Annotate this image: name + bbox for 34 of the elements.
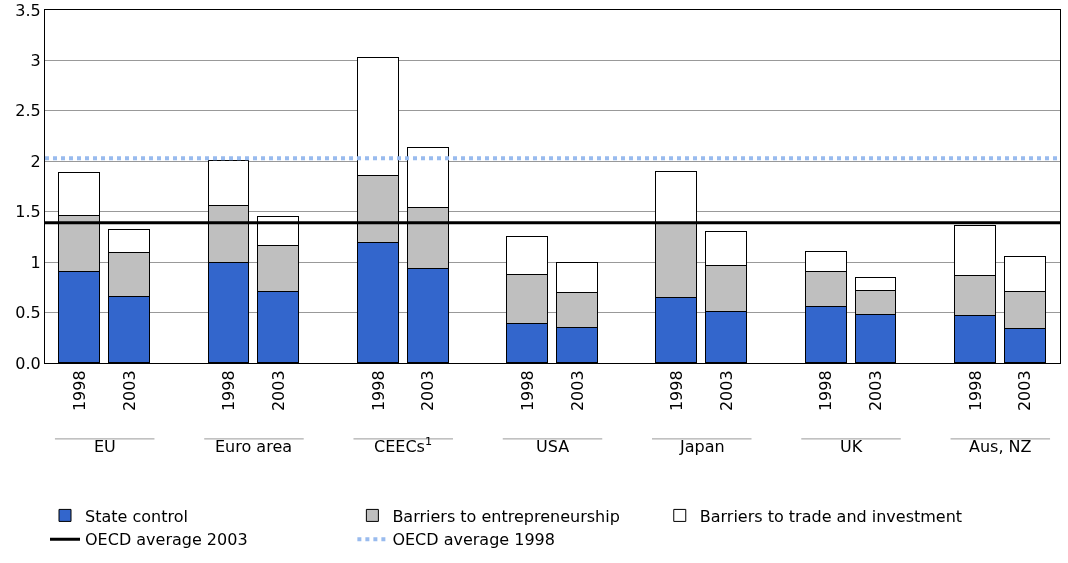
legend-label: State control (85, 506, 188, 526)
x-tick-label: 1998 (70, 370, 90, 412)
y-tick-label: 3 (30, 51, 41, 71)
text: Euro area (215, 437, 293, 456)
x-tick-label: 2003 (119, 370, 139, 412)
legend-label: Barriers to entrepreneurship (392, 506, 620, 526)
y-tick-label: 2.5 (15, 101, 41, 121)
y-tick-label: 0.0 (15, 353, 41, 373)
x-tick-label: 2003 (1015, 370, 1035, 412)
text: Japan (679, 437, 725, 456)
legend-label: OECD average 1998 (392, 530, 555, 550)
text: USA (536, 437, 570, 456)
y-tick-label: 3.5 (15, 0, 41, 20)
x-tick-label: 2003 (418, 370, 438, 412)
legend-label: Barriers to trade and investment (699, 506, 963, 526)
x-tick-label: 2003 (567, 370, 587, 412)
x-tick-label: 2003 (269, 370, 289, 412)
y-tick-label: 0.5 (15, 303, 41, 323)
x-tick-label: 1998 (965, 370, 985, 412)
legend-label: OECD average 2003 (85, 530, 248, 550)
x-tick-label: 2003 (716, 370, 736, 412)
text: Aus, NZ (969, 437, 1032, 456)
x-tick-label: 1998 (667, 370, 687, 412)
x-tick-label: 2003 (866, 370, 886, 412)
x-tick-label: 1998 (219, 370, 239, 412)
text: UK (840, 437, 863, 456)
y-tick-label: 1.5 (15, 202, 41, 222)
x-tick-label: 1998 (517, 370, 537, 412)
x-tick-label: 1998 (368, 370, 388, 412)
text: EU (94, 437, 116, 456)
text: CEECs$^{1}$ (374, 435, 433, 456)
y-tick-label: 1 (30, 252, 41, 272)
y-tick-label: 2 (30, 151, 41, 171)
x-tick-label: 1998 (816, 370, 836, 412)
